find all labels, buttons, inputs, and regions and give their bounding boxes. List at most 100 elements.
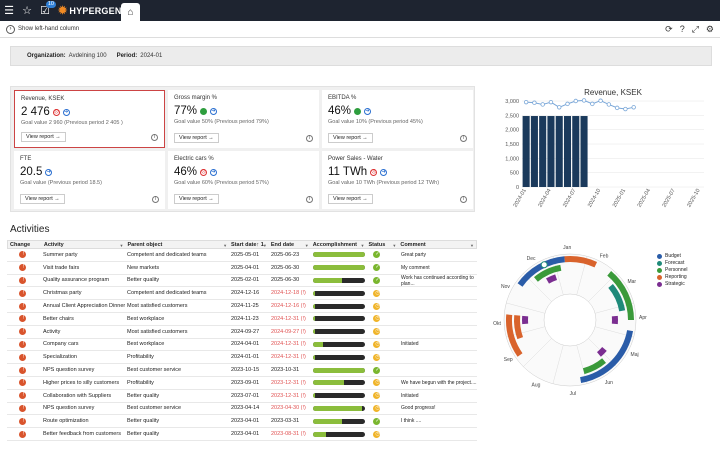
activity-cell[interactable]: Quality assurance program [43, 277, 110, 284]
activity-cell[interactable]: Route optimization [43, 418, 89, 425]
legend-item[interactable]: Personnel [657, 267, 688, 274]
table-row[interactable]: ! Activity Most satisfied customers 2024-09… [7, 326, 477, 339]
column-header[interactable]: End date ▼ [269, 242, 311, 248]
table-row[interactable]: ! Collaboration with Suppliers Better qual… [7, 390, 477, 403]
change-icon[interactable]: ! [19, 353, 26, 361]
info-icon[interactable]: i [460, 196, 467, 203]
wheel-event[interactable] [514, 315, 524, 340]
activity-cell[interactable]: Specialization [43, 354, 77, 361]
kpi-card[interactable]: Electric cars % 46% ☹ ➜ Goal value 60% (Prev… [168, 151, 319, 209]
arrow-right-icon[interactable]: › [6, 24, 15, 34]
kpi-card[interactable]: EBITDA % 46% ➜ Goal value 10% (Previous per… [322, 90, 473, 148]
filter-icon[interactable]: ▼ [304, 242, 309, 248]
activity-cell[interactable]: Summer party [43, 251, 78, 258]
wheel-event[interactable] [580, 330, 634, 384]
change-icon[interactable]: ! [19, 404, 26, 412]
table-row[interactable]: ! NPS question survey Best customer servic… [7, 403, 477, 416]
filter-icon[interactable]: ▼ [119, 242, 124, 248]
filter-icon[interactable]: ▼ [392, 242, 397, 248]
change-icon[interactable]: ! [19, 276, 26, 284]
kpi-card[interactable]: Power Sales - Water 11 TWh ☹ ➜ Goal value 10… [322, 151, 473, 209]
change-icon[interactable]: ! [19, 340, 26, 348]
org-value[interactable]: Avdelning 100 [68, 53, 107, 59]
activity-cell[interactable]: Activity [43, 328, 61, 335]
info-icon[interactable]: i [151, 134, 158, 141]
view-report-button[interactable]: View report → [328, 133, 373, 143]
legend-item[interactable]: Strategic [657, 281, 688, 288]
filter-icon[interactable]: ▼ [262, 242, 267, 248]
activity-cell[interactable]: Annual Client Appreciation Dinner [43, 303, 125, 310]
table-row[interactable]: ! Company cars Best workplace 2024-04-01 202… [7, 339, 477, 352]
column-header[interactable]: Accomplishment ▼ [311, 242, 367, 248]
table-row[interactable]: ! Quality assurance program Better quality… [7, 275, 477, 288]
kpi-card[interactable]: Revenue, KSEK 2 476 ☹ ➜ Goal value 2 960 (Pr… [14, 90, 165, 148]
refresh-icon[interactable]: ⟳ [665, 24, 673, 34]
today-marker[interactable] [540, 261, 548, 269]
wheel-event[interactable] [582, 358, 606, 375]
wheel-event[interactable] [517, 256, 565, 287]
filter-icon[interactable]: ▼ [360, 242, 365, 248]
column-header[interactable]: Start date↑ 1 ▼ [229, 242, 269, 248]
info-icon[interactable]: i [152, 196, 159, 203]
table-row[interactable]: ! Better feedback from customers Better qu… [7, 428, 477, 441]
change-icon[interactable]: ! [19, 251, 26, 259]
change-icon[interactable]: ! [19, 315, 26, 323]
kpi-card[interactable]: FTE 20.5 ➜ Goal value (Previous period 18.5… [14, 151, 165, 209]
change-icon[interactable]: ! [19, 392, 26, 400]
wheel-event[interactable] [534, 264, 562, 282]
period-value[interactable]: 2024-01 [140, 53, 163, 59]
info-icon[interactable]: i [306, 135, 313, 142]
change-icon[interactable]: ! [19, 417, 26, 425]
column-header[interactable]: Comment ▼ [398, 242, 476, 248]
filter-icon[interactable]: ▼ [470, 242, 475, 248]
change-icon[interactable]: ! [19, 366, 26, 374]
activity-cell[interactable]: Christmas party [43, 290, 82, 297]
table-row[interactable]: ! Christmas party Competent and dedicated … [7, 287, 477, 301]
view-report-button[interactable]: View report → [328, 194, 373, 204]
table-row[interactable]: ! Better chairs Best workplace 2024-11-23 20… [7, 313, 477, 326]
legend-item[interactable]: Budget [657, 253, 688, 260]
fullscreen-icon[interactable]: ⤢ [691, 24, 699, 34]
table-row[interactable]: ! Summer party Competent and dedicated tea… [7, 249, 477, 262]
view-report-button[interactable]: View report → [20, 194, 65, 204]
brand-logo[interactable]: ✹ HYPERGENE [58, 4, 128, 17]
show-left-column-link[interactable]: Show left-hand column [18, 26, 80, 32]
gear-icon[interactable]: ⚙ [705, 24, 714, 34]
activity-cell[interactable]: Company cars [43, 341, 79, 348]
column-header[interactable]: Parent object ▼ [126, 242, 230, 248]
wheel-event[interactable] [506, 314, 523, 357]
wheel-event[interactable] [596, 346, 607, 357]
table-row[interactable]: ! Visit trade fairs New markets 2025-04-01 2… [7, 262, 477, 275]
activity-cell[interactable]: Visit trade fairs [43, 264, 80, 271]
view-report-button[interactable]: View report → [174, 194, 219, 204]
star-icon[interactable]: ☆ [22, 5, 32, 17]
table-row[interactable]: ! Annual Client Appreciation Dinner Most s… [7, 300, 477, 313]
tasks-icon[interactable]: ☑ 10 [40, 1, 56, 17]
info-icon[interactable]: i [306, 196, 313, 203]
change-icon[interactable]: ! [19, 264, 26, 272]
column-header[interactable]: Change [8, 242, 42, 248]
wheel-event[interactable] [611, 315, 618, 325]
activity-cell[interactable]: Better feedback from customers [43, 431, 121, 438]
legend-item[interactable]: Reporting [657, 274, 688, 281]
menu-icon[interactable]: ☰ [4, 5, 14, 17]
home-tab[interactable]: ⌂ [121, 3, 140, 21]
change-icon[interactable]: ! [19, 289, 26, 297]
activity-cell[interactable]: Higher prices to silly customers [43, 379, 120, 386]
help-icon[interactable]: ? [679, 24, 685, 34]
wheel-event[interactable] [564, 256, 598, 268]
change-icon[interactable]: ! [19, 328, 26, 336]
activity-cell[interactable]: NPS question survey [43, 367, 95, 374]
change-icon[interactable]: ! [19, 430, 26, 438]
table-row[interactable]: ! Higher prices to silly customers Profita… [7, 377, 477, 390]
wheel-event[interactable] [608, 284, 626, 312]
table-row[interactable]: ! Specialization Profitability 2024-01-01 20… [7, 351, 477, 365]
change-icon[interactable]: ! [19, 379, 26, 387]
view-report-button[interactable]: View report → [21, 132, 66, 142]
kpi-card[interactable]: Gross margin % 77% ➜ Goal value 50% (Previo… [168, 90, 319, 148]
column-header[interactable]: Activity ▼ [42, 242, 126, 248]
filter-icon[interactable]: ▼ [223, 242, 228, 248]
activity-cell[interactable]: NPS question survey [43, 405, 95, 412]
wheel-event[interactable] [546, 274, 558, 284]
activity-cell[interactable]: Collaboration with Suppliers [43, 392, 112, 399]
